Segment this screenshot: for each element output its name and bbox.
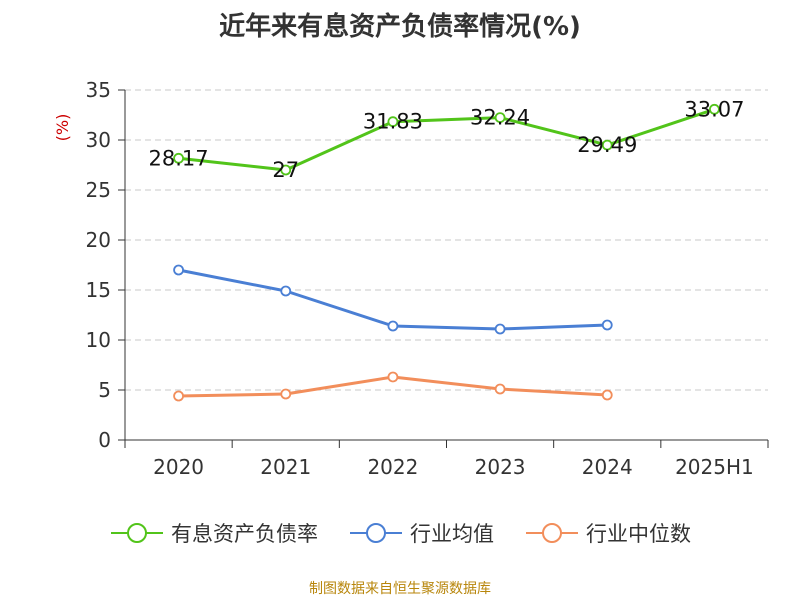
series-point-1 [601, 319, 613, 331]
series-point-0 [709, 103, 720, 115]
y-tick-label: 10 [86, 328, 111, 352]
x-tick-label: 2020 [153, 455, 204, 479]
data-label: 29.49 [577, 133, 637, 157]
series-point-0 [601, 139, 613, 151]
series-point-2 [173, 390, 184, 402]
series-line-1 [178, 268, 608, 331]
y-tick-label: 35 [86, 78, 111, 102]
series-point-0 [387, 116, 399, 128]
series-point-0 [173, 152, 184, 164]
series-line-0 [178, 107, 715, 172]
series-point-2 [494, 383, 506, 395]
series-point-1 [387, 320, 399, 332]
y-tick-label: 20 [86, 228, 111, 252]
legend-label-2: 行业中位数 [586, 522, 691, 546]
legend-label-0: 有息资产负债率 [171, 522, 318, 546]
legend: 有息资产负债率 行业均值 行业中位数 [0, 518, 800, 548]
legend-label-1: 行业均值 [410, 522, 494, 546]
data-label: 31.83 [363, 110, 423, 134]
x-tick-label: 2025H1 [675, 455, 754, 479]
series-point-0 [280, 164, 292, 176]
y-axis-label: (%) [53, 114, 72, 142]
y-tick-label: 15 [86, 278, 111, 302]
data-label: 32.24 [470, 106, 530, 130]
legend-marker-2 [526, 523, 578, 543]
legend-marker-1 [350, 523, 402, 543]
y-tick-label: 5 [98, 378, 111, 402]
y-tick-label: 25 [86, 178, 111, 202]
data-label: 28.17 [149, 146, 209, 170]
chart-title: 近年来有息资产负债率情况(%) [219, 12, 581, 42]
series-point-2 [387, 371, 399, 383]
series-point-1 [280, 285, 292, 297]
legend-item-2[interactable]: 行业中位数 [524, 518, 691, 548]
series-point-2 [280, 388, 292, 400]
y-tick-label: 30 [86, 128, 111, 152]
legend-item-0[interactable]: 有息资产负债率 [109, 518, 318, 548]
source-note: 制图数据来自恒生聚源数据库 [309, 581, 491, 597]
series-point-0 [494, 112, 506, 123]
x-tick-label: 2023 [475, 455, 526, 479]
data-label: 33.07 [684, 97, 744, 121]
x-tick-label: 2022 [367, 455, 418, 479]
y-tick-label: 0 [98, 428, 111, 452]
series-point-1 [494, 323, 506, 335]
series-point-1 [173, 264, 184, 276]
data-label: 27 [272, 158, 299, 182]
legend-item-1[interactable]: 行业均值 [348, 518, 494, 548]
legend-marker-0 [111, 523, 163, 543]
x-tick-label: 2021 [260, 455, 311, 479]
x-tick-label: 2024 [582, 455, 633, 479]
series-point-2 [601, 389, 613, 401]
